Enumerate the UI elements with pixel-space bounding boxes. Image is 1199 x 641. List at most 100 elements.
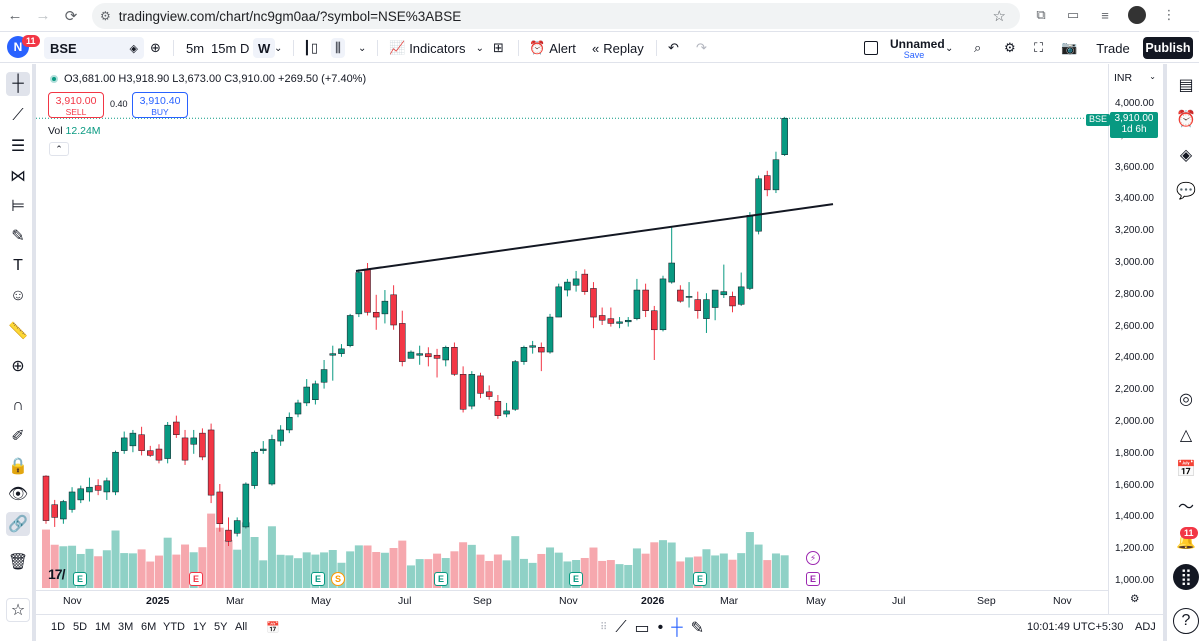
favorites-star-icon[interactable]: ☆ (6, 598, 30, 622)
alert-button[interactable]: ⏰ Alert (529, 38, 576, 58)
quick-brush-icon[interactable]: ✎ (690, 619, 705, 637)
publish-button[interactable]: Publish (1143, 37, 1193, 59)
event-marker[interactable]: E (189, 572, 203, 586)
range-button[interactable]: All (235, 621, 248, 633)
forward-icon[interactable]: → (35, 7, 51, 24)
layout-dropdown-icon[interactable]: ⌄ (945, 42, 954, 54)
extensions-icon[interactable]: ⧉ (1036, 7, 1046, 22)
interval-w[interactable]: W (253, 38, 276, 58)
interval-d[interactable]: D (240, 40, 250, 56)
snapshot-camera-icon[interactable]: 📷 (1061, 40, 1078, 55)
layouts-icon[interactable]: ⊞ (493, 40, 504, 55)
range-button[interactable]: 5D (73, 621, 88, 633)
bookmark-star-icon[interactable]: ☆ (992, 8, 1006, 25)
fullscreen-icon[interactable]: ⛶ (1034, 40, 1044, 55)
back-icon[interactable]: ← (7, 7, 23, 24)
event-marker[interactable]: E (311, 572, 325, 586)
buy-button[interactable]: 3,910.40 BUY (132, 92, 188, 118)
crosshair-icon[interactable]: ┼ (6, 72, 30, 96)
price-chart[interactable] (36, 64, 1163, 614)
trendline-drawing[interactable] (355, 203, 834, 272)
range-button[interactable]: 3M (118, 621, 134, 633)
quick-callout-icon[interactable]: ▭ (634, 619, 650, 637)
streams-icon[interactable]: 〜 (1177, 499, 1194, 516)
event-marker[interactable]: E (693, 572, 707, 586)
hide-icon[interactable]: 👁 (7, 486, 29, 503)
indicators-dropdown-icon[interactable]: ⌄ (475, 42, 484, 54)
chat-icon[interactable]: 💬 (1176, 183, 1196, 200)
bar-style-icon[interactable]: ┃▯ (303, 40, 318, 55)
drag-handle-icon[interactable]: ⠿ (600, 622, 608, 633)
site-settings-icon[interactable]: ⚙ (100, 9, 111, 23)
quick-search-icon[interactable]: ⌕ (974, 40, 982, 55)
candles-style-icon[interactable]: ⫼ (331, 38, 345, 58)
profile-avatar[interactable] (1126, 4, 1148, 26)
url-text[interactable]: tradingview.com/chart/nc9gm0aa/?symbol=N… (118, 8, 462, 24)
help-icon[interactable]: ? (1173, 608, 1199, 634)
price-axis[interactable] (1108, 64, 1163, 614)
range-button[interactable]: YTD (163, 621, 185, 633)
forecast-tool-icon[interactable]: ⊨ (11, 198, 25, 215)
currency-selector[interactable]: INR ⌄ (1108, 72, 1160, 84)
range-button[interactable]: 6M (141, 621, 157, 633)
replay-button[interactable]: « Replay (592, 38, 644, 58)
range-button[interactable]: 1M (95, 621, 111, 633)
quick-trendline-icon[interactable]: ⟋ (615, 618, 627, 636)
url-bar[interactable]: ⚙ tradingview.com/chart/nc9gm0aa/?symbol… (92, 3, 1020, 29)
apps-grid-icon[interactable]: ⣿ (1173, 564, 1199, 590)
trade-button[interactable]: Trade (1096, 40, 1130, 56)
ruler-tool-icon[interactable]: 📏 (8, 323, 28, 340)
link-icon[interactable]: 🔗 (6, 512, 30, 536)
redo-icon[interactable]: ↷ (696, 40, 707, 55)
tab-search-icon[interactable]: ▭ (1066, 7, 1080, 22)
pattern-tool-icon[interactable]: ⋈ (10, 168, 26, 185)
chart-type-dropdown-icon[interactable]: ⌄ (358, 42, 367, 54)
range-button[interactable]: 5Y (214, 621, 228, 633)
quick-crosshair-icon[interactable]: ┼ (671, 618, 683, 636)
time-axis[interactable] (36, 590, 1108, 612)
settings-gear-icon[interactable]: ⚙ (1004, 40, 1016, 55)
layout-name-button[interactable]: Unnamed Save (890, 37, 945, 60)
emoji-tool-icon[interactable]: ☺ (9, 287, 27, 304)
trash-icon[interactable]: 🗑 (7, 554, 29, 571)
lock-icon[interactable]: 🔒 (8, 458, 28, 475)
magnet-icon[interactable]: ∩ (12, 397, 24, 414)
symbol-search[interactable]: BSE ◈ (44, 37, 144, 59)
sell-button[interactable]: 3,910.00 SELL (48, 92, 104, 118)
event-marker[interactable]: E (569, 572, 583, 586)
interval-5m[interactable]: 5m (186, 40, 205, 56)
add-symbol-icon[interactable]: ⊕ (150, 40, 161, 55)
dividend-flash-icon[interactable]: ⚡ (806, 551, 820, 565)
layout-checkbox-icon[interactable] (864, 41, 878, 55)
target-icon[interactable]: ◎ (1179, 391, 1193, 408)
interval-dropdown-icon[interactable]: ⌄ (274, 42, 283, 54)
object-tree-icon[interactable]: ◈ (1179, 147, 1193, 164)
reload-icon[interactable]: ⟳ (64, 7, 78, 25)
zoom-in-icon[interactable]: ⊕ (11, 358, 25, 375)
browser-menu-icon[interactable]: ⋮ (1162, 7, 1176, 22)
indicators-button[interactable]: 📈 Indicators ⌄ (389, 38, 484, 58)
adjust-toggle[interactable]: ADJ (1135, 621, 1156, 633)
interval-15m[interactable]: 15m (211, 40, 237, 56)
event-marker[interactable]: E (434, 572, 448, 586)
fib-tool-icon[interactable]: ☰ (10, 138, 26, 155)
clock-timezone[interactable]: 10:01:49 UTC+5:30 (1027, 621, 1124, 633)
stay-drawing-icon[interactable]: ✐ (11, 428, 25, 445)
quick-dot-icon[interactable]: • (657, 618, 664, 636)
calendar-icon[interactable]: 📅 (1176, 461, 1196, 478)
range-button[interactable]: 1Y (193, 621, 207, 633)
ideas-icon[interactable]: △ (1179, 427, 1193, 444)
axis-settings-gear-icon[interactable]: ⚙ (1130, 593, 1140, 605)
goto-date-icon[interactable]: 📅 (266, 622, 280, 634)
brush-tool-icon[interactable]: ✎ (11, 228, 25, 245)
text-tool-icon[interactable]: T (13, 257, 23, 274)
range-button[interactable]: 1D (51, 621, 66, 633)
reading-list-icon[interactable]: ≡ (1101, 7, 1109, 23)
event-marker[interactable]: E (73, 572, 87, 586)
undo-icon[interactable]: ↶ (668, 40, 679, 55)
event-marker[interactable]: E (806, 572, 820, 586)
tradingview-logo[interactable]: 17/ (48, 566, 65, 582)
event-marker[interactable]: S (331, 572, 345, 586)
trendline-tool-icon[interactable]: ⟋ (12, 107, 24, 124)
symbol-compare-icon[interactable]: ◈ (129, 42, 138, 55)
